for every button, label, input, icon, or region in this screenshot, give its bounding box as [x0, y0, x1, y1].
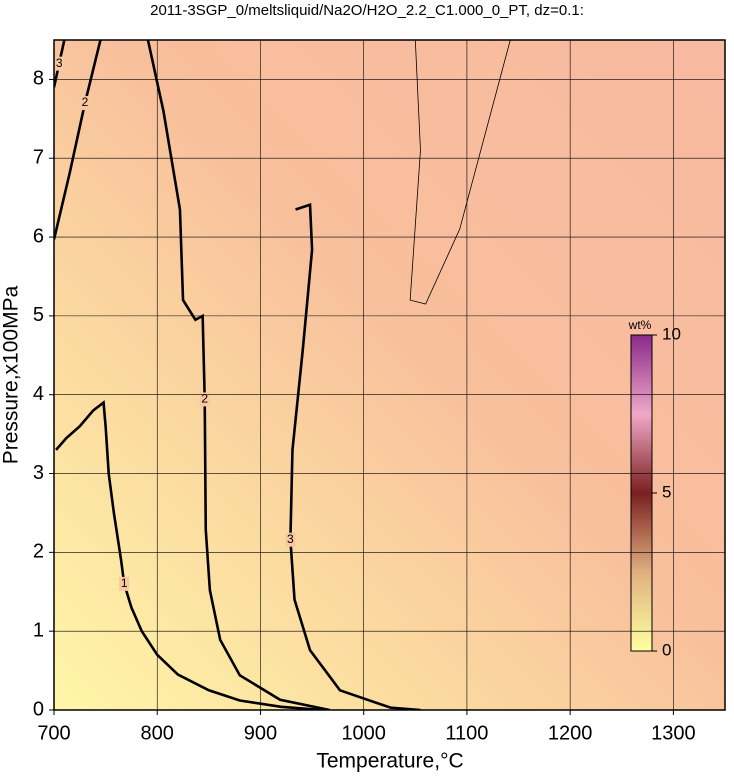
contour-label: 1 — [121, 576, 128, 590]
contour-line — [409, 40, 511, 305]
x-tick-label: 1300 — [651, 722, 696, 744]
y-tick-label: 2 — [33, 541, 44, 563]
y-tick-label: 6 — [33, 225, 44, 247]
contour-label: 3 — [287, 532, 294, 546]
x-tick-label: 1000 — [341, 722, 386, 744]
plot-background — [54, 40, 725, 710]
contour-line — [54, 40, 102, 240]
contour-label-bg — [119, 576, 130, 591]
colorbar-label: wt% — [628, 318, 652, 332]
y-tick-label: 5 — [33, 304, 44, 326]
y-tick-label: 3 — [33, 462, 44, 484]
contour-label-bg — [79, 96, 90, 111]
contour-label: 2 — [201, 392, 208, 406]
chart-title: 2011-3SGP_0/meltsliquid/Na2O/H2O_2.2_C1.… — [150, 2, 584, 19]
x-axis-label: Temperature,°C — [316, 750, 463, 773]
colorbar-tick-label: 0 — [662, 640, 671, 659]
colorbar-tick-label: 10 — [662, 324, 681, 343]
x-tick-label: 900 — [244, 722, 277, 744]
contour-label-bg — [199, 392, 210, 407]
y-tick-label: 0 — [33, 698, 44, 720]
colorbar — [630, 334, 653, 652]
contour-label: 3 — [56, 56, 63, 70]
contour-label: 2 — [82, 95, 89, 109]
y-tick-label: 1 — [33, 619, 44, 641]
contour-label-bg — [285, 532, 296, 547]
y-tick-label: 8 — [33, 68, 44, 90]
plot-frame — [53, 39, 726, 711]
y-tick-label: 7 — [33, 147, 44, 169]
x-tick-label: 1200 — [548, 722, 593, 744]
colorbar-tick-label: 5 — [662, 482, 671, 501]
x-tick-label: 700 — [37, 722, 70, 744]
y-tick-label: 4 — [33, 383, 44, 405]
contour-line — [55, 400, 323, 710]
x-tick-label: 800 — [141, 722, 174, 744]
y-axis-label: Pressure,x100MPa — [0, 285, 23, 464]
contour-label-bg — [54, 56, 65, 71]
x-tick-label: 1100 — [445, 722, 488, 744]
